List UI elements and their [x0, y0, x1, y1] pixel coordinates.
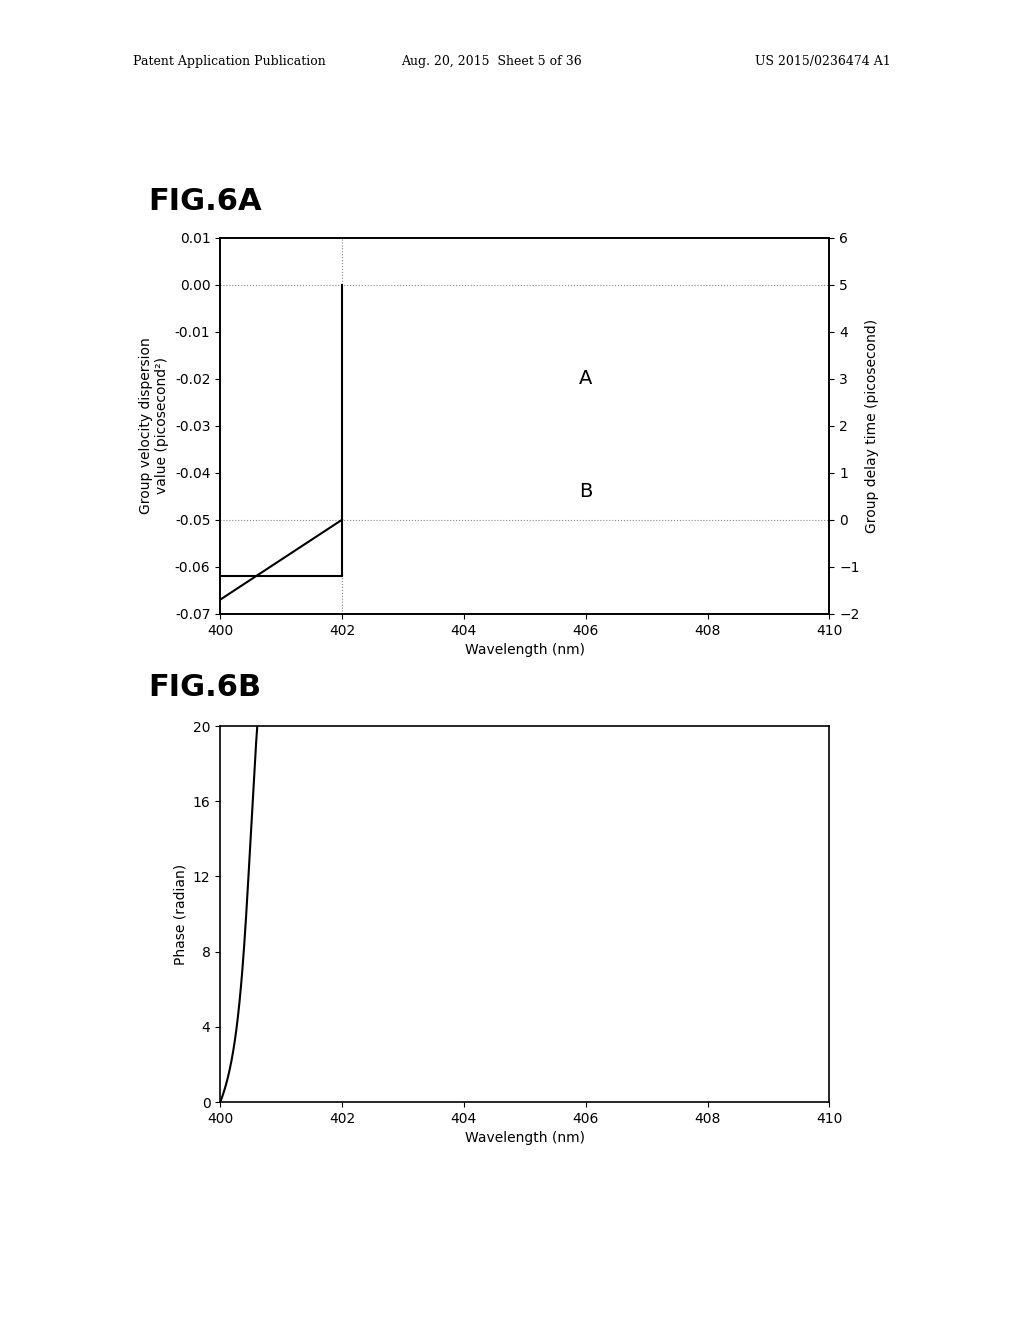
Text: Patent Application Publication: Patent Application Publication: [133, 55, 326, 69]
Text: FIG.6A: FIG.6A: [148, 187, 262, 216]
Y-axis label: Group delay time (picosecond): Group delay time (picosecond): [865, 318, 880, 533]
Text: FIG.6B: FIG.6B: [148, 673, 261, 702]
Text: A: A: [579, 370, 593, 388]
Text: Aug. 20, 2015  Sheet 5 of 36: Aug. 20, 2015 Sheet 5 of 36: [401, 55, 582, 69]
Text: B: B: [579, 482, 593, 502]
X-axis label: Wavelength (nm): Wavelength (nm): [465, 643, 585, 657]
Text: US 2015/0236474 A1: US 2015/0236474 A1: [755, 55, 891, 69]
Y-axis label: Group velocity dispersion
value (picosecond²): Group velocity dispersion value (picosec…: [139, 338, 169, 513]
X-axis label: Wavelength (nm): Wavelength (nm): [465, 1131, 585, 1146]
Y-axis label: Phase (radian): Phase (radian): [173, 863, 187, 965]
